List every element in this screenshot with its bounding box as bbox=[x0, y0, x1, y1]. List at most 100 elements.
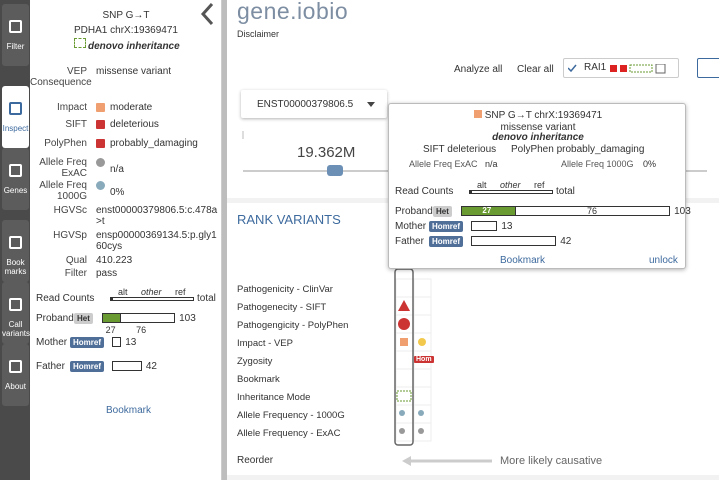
depth-value: 103 bbox=[674, 206, 691, 217]
depth-bar bbox=[471, 236, 557, 246]
field-value: n/a bbox=[110, 164, 124, 175]
depth-value: 42 bbox=[145, 361, 157, 372]
zygosity: Homref bbox=[70, 361, 105, 372]
collapse-icon[interactable] bbox=[200, 2, 214, 26]
exac-label: Allele Freq ExAC bbox=[409, 159, 478, 169]
field-icon bbox=[96, 139, 105, 148]
rank-row-label: Pathogenicity - ClinVar bbox=[237, 284, 333, 295]
cell bbox=[395, 350, 414, 370]
exac-value: n/a bbox=[485, 159, 498, 169]
zygosity: Homref bbox=[429, 236, 464, 247]
nav-label: Book marks bbox=[4, 258, 27, 276]
field-value: enst00000379806.5:c.478a>t bbox=[96, 205, 218, 227]
nav-item[interactable]: Inspect bbox=[2, 86, 29, 148]
alt-value: 27 bbox=[482, 206, 492, 215]
disclaimer[interactable]: Disclaimer bbox=[237, 29, 280, 39]
cell bbox=[413, 296, 432, 316]
nav-item[interactable]: Book marks bbox=[2, 220, 29, 282]
nav-item[interactable]: Call variants bbox=[2, 282, 31, 344]
sift-icon bbox=[398, 300, 410, 311]
nav-icon bbox=[9, 164, 22, 177]
cell bbox=[413, 386, 432, 406]
zygosity: Homref bbox=[429, 221, 464, 232]
clear-all[interactable]: Clear all bbox=[517, 64, 554, 75]
bookmark-link[interactable]: Bookmark bbox=[106, 405, 152, 416]
field-value: pass bbox=[96, 268, 118, 279]
alt-bar bbox=[102, 313, 122, 323]
field-icon bbox=[96, 103, 105, 112]
cell bbox=[413, 368, 432, 388]
variant-title: SNP G→T bbox=[102, 10, 150, 21]
transcript-select[interactable]: ENST00000379806.5 bbox=[241, 90, 387, 118]
rc-label: Read Counts bbox=[36, 293, 95, 304]
tooltip-title: SNP G→T chrX:19369471 bbox=[389, 110, 687, 121]
tooltip-bookmark[interactable]: Bookmark bbox=[500, 255, 546, 266]
hom-badge: Hom bbox=[414, 356, 434, 363]
inheritance: denovo inheritance bbox=[88, 41, 180, 52]
nav-label: Filter bbox=[6, 42, 25, 51]
cell bbox=[395, 368, 414, 388]
field-value: 410.223 bbox=[96, 255, 133, 266]
nav-item[interactable]: Genes bbox=[2, 148, 29, 210]
tooltip-inheritance: denovo inheritance bbox=[492, 132, 584, 143]
af-icon bbox=[399, 410, 405, 416]
gene-chip[interactable]: RAI1 bbox=[563, 58, 679, 78]
splitter[interactable] bbox=[200, 0, 227, 480]
field-icon bbox=[96, 158, 105, 167]
af-icon bbox=[418, 410, 424, 416]
nav-item[interactable]: Filter bbox=[2, 4, 29, 66]
impact-icon-2 bbox=[418, 338, 426, 346]
rank-row-label: Allele Frequency - 1000G bbox=[237, 410, 345, 421]
logo-gene: gene bbox=[237, 0, 291, 24]
rc-ref: ref bbox=[534, 180, 545, 190]
depth-bar bbox=[112, 337, 122, 347]
ref-value: 76 bbox=[136, 325, 147, 335]
unlock[interactable]: unlock bbox=[649, 255, 678, 266]
analyze-all[interactable]: Analyze all bbox=[454, 64, 503, 75]
depth-value: 42 bbox=[560, 236, 572, 247]
causative: More likely causative bbox=[500, 455, 603, 467]
rc-label: Read Counts bbox=[395, 186, 454, 197]
depth-bar bbox=[471, 221, 498, 231]
inspect-panel: SNP G→T PDHA1 chrX:19369471 denovo inher… bbox=[30, 0, 222, 480]
zygosity: Het bbox=[74, 313, 93, 324]
field-value: deleterious bbox=[110, 119, 159, 130]
caret bbox=[367, 102, 375, 107]
field-value: missense variant bbox=[96, 66, 172, 77]
field-icon bbox=[96, 120, 105, 129]
depth-bar bbox=[112, 361, 142, 371]
arrow bbox=[402, 456, 492, 466]
nav-item[interactable]: About bbox=[2, 344, 29, 406]
field-value: 0% bbox=[110, 187, 125, 198]
alt-value: 27 bbox=[105, 325, 116, 335]
rc-alt: alt bbox=[477, 180, 487, 190]
g1000-label: Allele Freq 1000G bbox=[561, 159, 634, 169]
cell bbox=[413, 422, 432, 442]
rc-ref: ref bbox=[175, 287, 186, 297]
nav-label: About bbox=[5, 382, 26, 391]
field-label: PolyPhen bbox=[44, 138, 87, 149]
depth-value: 13 bbox=[125, 337, 137, 348]
depth-value: 13 bbox=[501, 221, 513, 232]
field-label: HGVSp bbox=[53, 230, 87, 241]
cell bbox=[395, 278, 414, 298]
ref-bar bbox=[121, 313, 175, 323]
tooltip-sift: SIFT deleterious bbox=[423, 144, 497, 155]
field-label: SIFT bbox=[65, 119, 87, 130]
field-icon bbox=[96, 181, 105, 190]
gene-chip-2[interactable] bbox=[697, 58, 719, 78]
sample-name: Father bbox=[36, 361, 65, 372]
rank-row-label: Pathogenecity - SIFT bbox=[237, 302, 327, 313]
impact-icon bbox=[473, 110, 482, 118]
nav-label: Call variants bbox=[2, 320, 31, 338]
field-label: HGVSc bbox=[53, 205, 87, 216]
field-label: Allele Freq 1000G bbox=[39, 180, 87, 202]
reorder[interactable]: Reorder bbox=[237, 455, 274, 466]
polyphen-icon bbox=[398, 318, 410, 330]
gene-name: RAI1 bbox=[584, 62, 607, 73]
tooltip-consequence: missense variant bbox=[500, 122, 576, 133]
sample-name: Father bbox=[395, 236, 424, 247]
nav-icon bbox=[9, 102, 22, 115]
selected-column bbox=[394, 268, 414, 446]
